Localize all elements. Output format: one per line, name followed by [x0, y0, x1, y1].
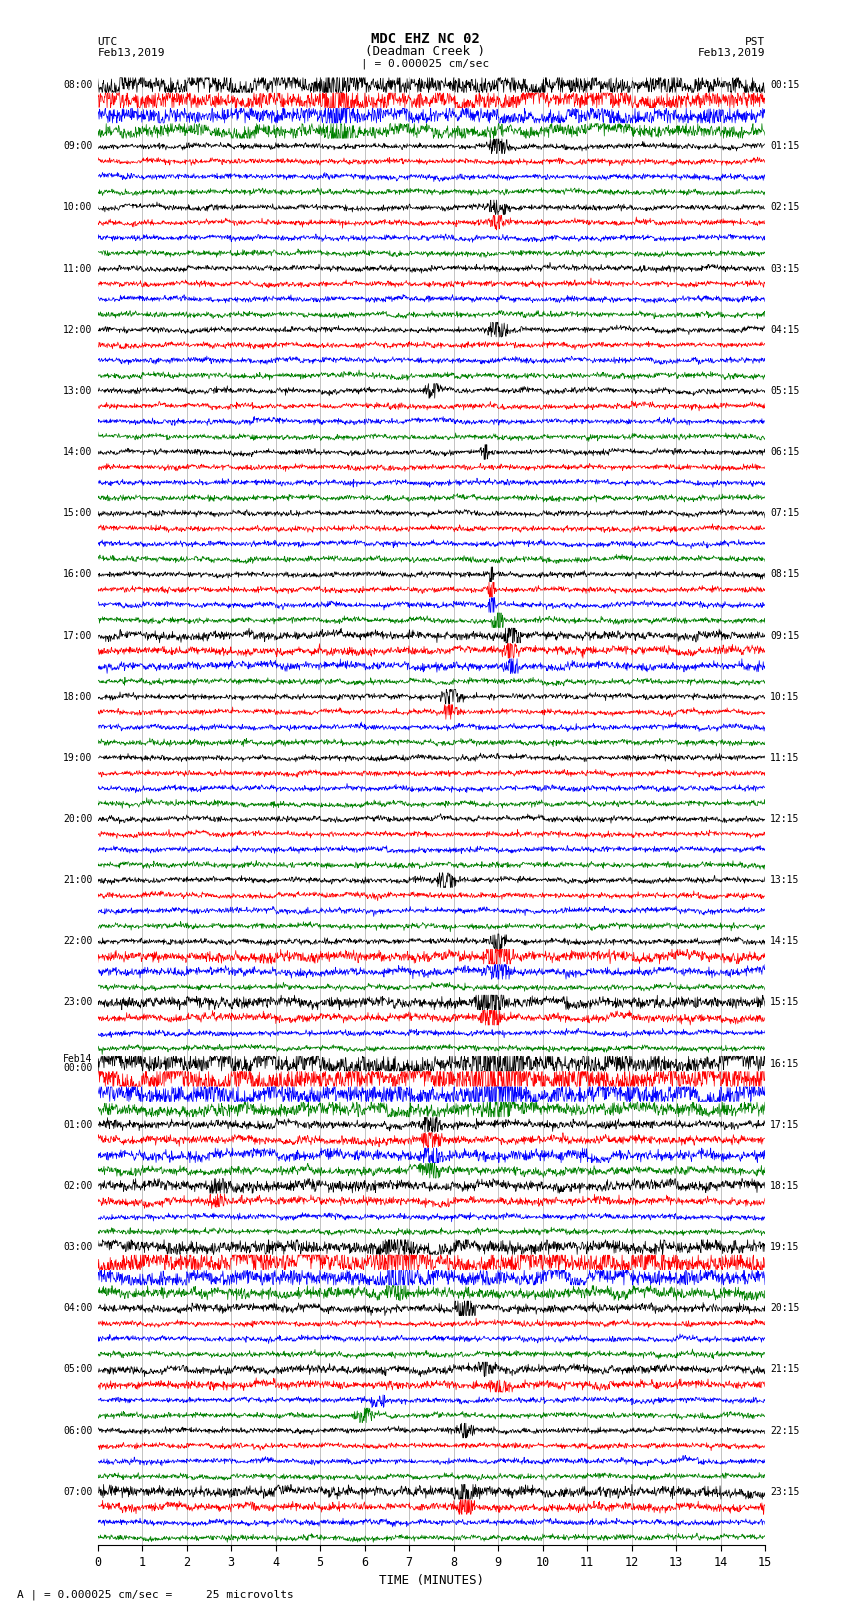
- Text: 03:00: 03:00: [63, 1242, 93, 1252]
- Text: 15:00: 15:00: [63, 508, 93, 518]
- Text: 15:15: 15:15: [770, 997, 800, 1008]
- Text: 00:00: 00:00: [63, 1063, 93, 1074]
- Text: Feb14: Feb14: [63, 1053, 93, 1065]
- Text: 23:00: 23:00: [63, 997, 93, 1008]
- X-axis label: TIME (MINUTES): TIME (MINUTES): [379, 1574, 484, 1587]
- Text: 19:15: 19:15: [770, 1242, 800, 1252]
- Text: 07:15: 07:15: [770, 508, 800, 518]
- Text: 01:00: 01:00: [63, 1119, 93, 1129]
- Text: 12:15: 12:15: [770, 815, 800, 824]
- Text: 18:15: 18:15: [770, 1181, 800, 1190]
- Text: 11:00: 11:00: [63, 263, 93, 274]
- Text: Feb13,2019: Feb13,2019: [698, 48, 765, 58]
- Text: 13:15: 13:15: [770, 876, 800, 886]
- Text: 03:15: 03:15: [770, 263, 800, 274]
- Text: 16:15: 16:15: [770, 1058, 800, 1069]
- Text: 17:00: 17:00: [63, 631, 93, 640]
- Text: 00:15: 00:15: [770, 81, 800, 90]
- Text: 02:15: 02:15: [770, 202, 800, 213]
- Text: 06:15: 06:15: [770, 447, 800, 456]
- Text: 01:15: 01:15: [770, 142, 800, 152]
- Text: 17:15: 17:15: [770, 1119, 800, 1129]
- Text: 22:00: 22:00: [63, 936, 93, 947]
- Text: 19:00: 19:00: [63, 753, 93, 763]
- Text: 23:15: 23:15: [770, 1487, 800, 1497]
- Text: 13:00: 13:00: [63, 386, 93, 395]
- Text: 05:00: 05:00: [63, 1365, 93, 1374]
- Text: 08:15: 08:15: [770, 569, 800, 579]
- Text: 14:00: 14:00: [63, 447, 93, 456]
- Text: 10:00: 10:00: [63, 202, 93, 213]
- Text: 10:15: 10:15: [770, 692, 800, 702]
- Text: 18:00: 18:00: [63, 692, 93, 702]
- Text: 12:00: 12:00: [63, 324, 93, 336]
- Text: 09:15: 09:15: [770, 631, 800, 640]
- Text: 14:15: 14:15: [770, 936, 800, 947]
- Text: UTC: UTC: [98, 37, 118, 47]
- Text: 05:15: 05:15: [770, 386, 800, 395]
- Text: 22:15: 22:15: [770, 1426, 800, 1436]
- Text: A | = 0.000025 cm/sec =     25 microvolts: A | = 0.000025 cm/sec = 25 microvolts: [17, 1589, 294, 1600]
- Text: PST: PST: [745, 37, 765, 47]
- Text: 20:00: 20:00: [63, 815, 93, 824]
- Text: 09:00: 09:00: [63, 142, 93, 152]
- Text: 21:00: 21:00: [63, 876, 93, 886]
- Text: 11:15: 11:15: [770, 753, 800, 763]
- Text: 04:15: 04:15: [770, 324, 800, 336]
- Text: Feb13,2019: Feb13,2019: [98, 48, 165, 58]
- Text: 21:15: 21:15: [770, 1365, 800, 1374]
- Text: 06:00: 06:00: [63, 1426, 93, 1436]
- Text: (Deadman Creek ): (Deadman Creek ): [365, 45, 485, 58]
- Text: 16:00: 16:00: [63, 569, 93, 579]
- Text: | = 0.000025 cm/sec: | = 0.000025 cm/sec: [361, 58, 489, 69]
- Text: 20:15: 20:15: [770, 1303, 800, 1313]
- Text: 07:00: 07:00: [63, 1487, 93, 1497]
- Text: 08:00: 08:00: [63, 81, 93, 90]
- Text: 04:00: 04:00: [63, 1303, 93, 1313]
- Text: MDC EHZ NC 02: MDC EHZ NC 02: [371, 32, 479, 47]
- Text: 02:00: 02:00: [63, 1181, 93, 1190]
